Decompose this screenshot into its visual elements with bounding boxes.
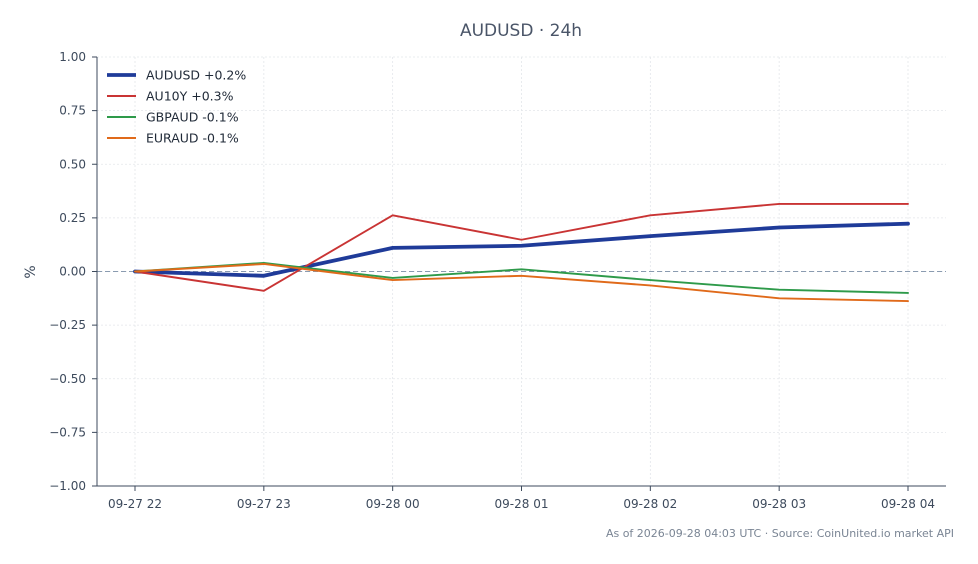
y-tick-label: 0.50 <box>59 157 86 171</box>
series-line <box>134 263 909 303</box>
y-tick-label: −0.50 <box>49 372 86 386</box>
x-tick-label: 09-28 03 <box>752 497 806 511</box>
y-ticks: 1.00 0.75 0.50 0.25 0.00 −0.25 −0.50 −0.75 −1.00 <box>49 50 97 493</box>
x-tick-label: 09-28 01 <box>495 497 549 511</box>
y-tick-label: −1.00 <box>49 479 86 493</box>
y-tick-label: −0.25 <box>49 318 86 332</box>
y-tick-label: −0.75 <box>49 425 86 439</box>
x-tick-label: 09-28 02 <box>623 497 677 511</box>
x-ticks: 09-27 22 09-27 23 09-28 00 09-28 01 09-28 02… <box>108 486 935 511</box>
y-tick-label: 0.25 <box>59 211 86 225</box>
y-axis-label: % <box>23 265 39 278</box>
chart-title: AUDUSD · 24h <box>460 21 582 41</box>
y-tick-label: 0.75 <box>59 104 86 118</box>
legend-entry: AU10Y +0.3% <box>146 89 234 104</box>
series-line <box>134 202 909 292</box>
legend: AUDUSD +0.2% AU10Y +0.3% GBPAUD -0.1% EURAU… <box>107 68 246 146</box>
legend-entry: GBPAUD -0.1% <box>146 110 239 125</box>
legend-entry: AUDUSD +0.2% <box>146 68 246 83</box>
x-tick-label: 09-28 04 <box>881 497 935 511</box>
x-tick-label: 09-28 00 <box>366 497 420 511</box>
x-tick-label: 09-27 22 <box>108 497 162 511</box>
footer-source: As of 2026-09-28 04:03 UTC · Source: Coi… <box>606 527 954 540</box>
legend-entry: EURAUD -0.1% <box>146 131 239 146</box>
y-tick-label: 0.00 <box>59 265 86 279</box>
series-line <box>134 261 909 294</box>
x-tick-label: 09-27 23 <box>237 497 291 511</box>
series-lines <box>133 202 910 303</box>
y-tick-label: 1.00 <box>59 50 86 64</box>
series-line <box>133 221 910 278</box>
